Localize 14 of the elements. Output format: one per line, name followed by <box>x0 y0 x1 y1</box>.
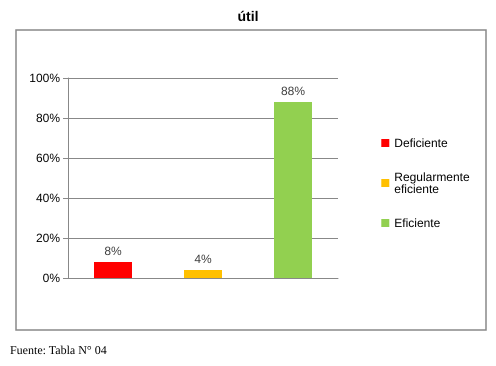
legend-label: Deficiente <box>394 136 448 150</box>
y-tick-label: 0% <box>42 271 60 285</box>
y-tick-label: 60% <box>36 151 60 165</box>
y-tick-label: 100% <box>29 71 60 85</box>
data-label: 88% <box>280 84 306 98</box>
y-tick-label: 20% <box>36 231 60 245</box>
y-tick-label: 40% <box>36 191 60 205</box>
legend-label: Regularmente eficiente <box>394 170 474 196</box>
data-label: 8% <box>104 244 122 258</box>
data-label: 4% <box>194 252 212 266</box>
legend-label: Eficiente <box>394 216 441 230</box>
chart-title: útil <box>238 8 258 24</box>
y-tick-label: 80% <box>36 111 60 125</box>
source-note: Fuente: Tabla N° 04 <box>10 343 107 357</box>
